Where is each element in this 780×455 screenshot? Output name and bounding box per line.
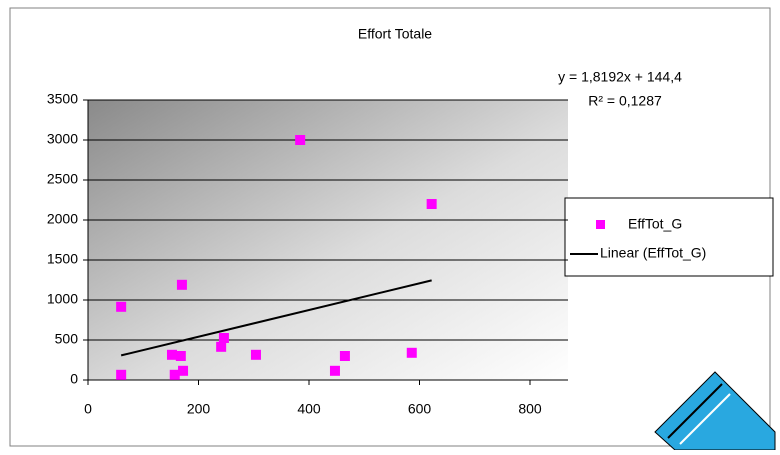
y-tick-label: 3000	[47, 131, 78, 147]
y-tick-label: 1500	[47, 251, 78, 267]
trend-equation: y = 1,8192x + 144,4	[558, 69, 682, 85]
point	[218, 333, 229, 343]
legend-label: EffTot_G	[628, 216, 682, 232]
x-tick-label: 0	[84, 401, 92, 417]
point	[426, 199, 437, 209]
x-tick-label: 400	[297, 401, 321, 417]
legend-marker	[596, 220, 605, 229]
x-tick-label: 200	[187, 401, 211, 417]
point	[176, 279, 187, 290]
point	[295, 135, 306, 145]
y-tick-label: 3500	[47, 91, 78, 107]
y-tick-label: 1000	[47, 291, 78, 307]
pencil-decoration	[654, 371, 776, 451]
point	[329, 365, 340, 376]
chart-title: Effort Totale	[358, 26, 432, 42]
x-tick-label: 600	[408, 401, 432, 417]
y-tick-label: 0	[70, 371, 78, 387]
y-tick-label: 500	[55, 331, 79, 347]
point	[116, 301, 127, 312]
legend	[564, 197, 774, 277]
trend-line	[120, 279, 432, 357]
point	[339, 351, 350, 361]
point	[169, 369, 180, 380]
point	[216, 341, 227, 352]
y-tick-label: 2000	[47, 211, 78, 227]
y-tick-label: 2500	[47, 171, 78, 187]
point	[178, 365, 189, 376]
point	[175, 351, 186, 361]
trend-r2: R² = 0,1287	[588, 93, 662, 109]
legend-label: Linear (EffTot_G)	[600, 245, 706, 261]
point	[116, 369, 127, 380]
point	[166, 349, 177, 360]
x-tick-label: 800	[518, 401, 542, 417]
point	[406, 347, 417, 358]
plot-area	[88, 100, 568, 380]
point	[250, 349, 261, 360]
